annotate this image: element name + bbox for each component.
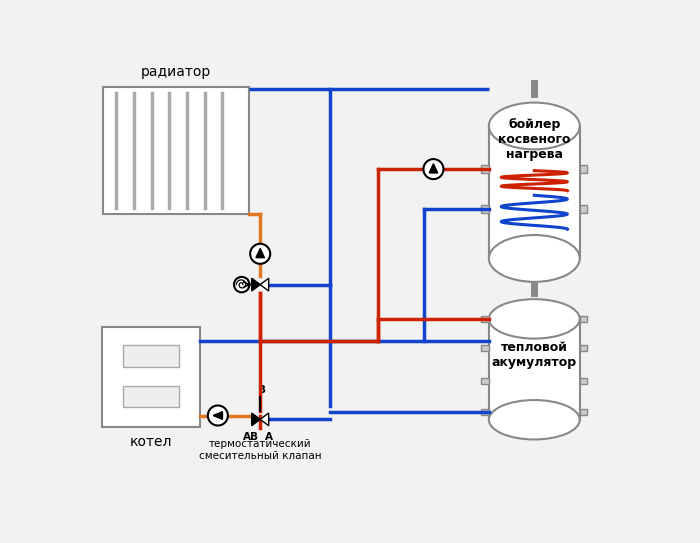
FancyBboxPatch shape	[489, 319, 580, 420]
Polygon shape	[260, 278, 269, 291]
Text: радиатор: радиатор	[141, 65, 211, 79]
Polygon shape	[260, 413, 269, 426]
Bar	[481, 408, 489, 415]
FancyBboxPatch shape	[103, 87, 249, 214]
Circle shape	[250, 244, 270, 264]
Text: бойлер
косвеного
нагрева: бойлер косвеного нагрева	[498, 118, 570, 161]
Bar	[580, 345, 587, 351]
FancyBboxPatch shape	[102, 327, 200, 427]
Bar	[481, 205, 489, 213]
Bar	[123, 386, 178, 407]
Text: A: A	[265, 432, 274, 441]
Bar	[580, 205, 587, 213]
Polygon shape	[429, 164, 438, 173]
Circle shape	[424, 159, 444, 179]
Bar	[580, 408, 587, 415]
Text: тепловой
акумулятор: тепловой акумулятор	[491, 342, 577, 369]
Bar	[580, 378, 587, 384]
Text: B: B	[258, 386, 266, 395]
FancyBboxPatch shape	[489, 126, 580, 258]
Text: AB: AB	[243, 432, 259, 441]
Polygon shape	[252, 413, 260, 426]
Ellipse shape	[489, 235, 580, 282]
Ellipse shape	[489, 400, 580, 439]
Bar	[580, 165, 587, 173]
Ellipse shape	[489, 299, 580, 339]
Polygon shape	[256, 248, 265, 258]
Bar	[481, 345, 489, 351]
Text: котел: котел	[130, 435, 172, 449]
Bar	[481, 316, 489, 323]
Ellipse shape	[489, 103, 580, 149]
Polygon shape	[252, 278, 260, 291]
Bar	[123, 345, 178, 367]
Polygon shape	[214, 412, 223, 419]
Text: термостатический
смесительный клапан: термостатический смесительный клапан	[199, 439, 321, 461]
Circle shape	[208, 406, 228, 426]
Bar	[580, 316, 587, 323]
Bar	[481, 378, 489, 384]
Circle shape	[234, 277, 249, 292]
Bar	[481, 165, 489, 173]
